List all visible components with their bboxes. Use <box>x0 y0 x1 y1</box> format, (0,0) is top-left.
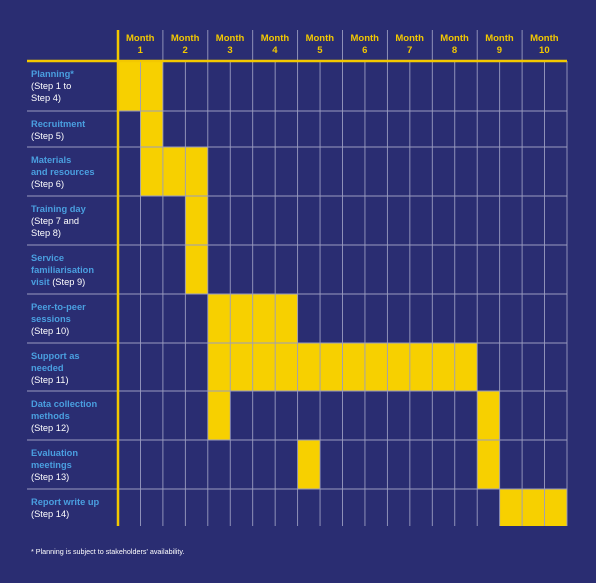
task-label: Service familiarisation visit (Step 9) <box>31 252 115 289</box>
month-label: Month 9 <box>477 33 522 57</box>
month-number: 1 <box>137 45 143 56</box>
task-name: meetings <box>31 460 72 471</box>
month-label-text: Month <box>215 33 245 44</box>
task-name: needed <box>31 363 64 374</box>
month-label-text: Month <box>126 33 155 44</box>
task-label: Report write up (Step 14) <box>31 496 115 520</box>
month-label: Month 6 <box>343 33 388 57</box>
task-name: visit <box>31 277 50 288</box>
task-name: familiarisation <box>31 265 95 276</box>
task-step: (Step 6) <box>31 179 65 190</box>
task-name: Peer-to-peer <box>31 302 86 312</box>
task-name: Recruitment <box>31 119 86 129</box>
task-name: and resources <box>31 167 95 178</box>
task-step: (Step 11) <box>31 375 69 386</box>
task-name: Report write up <box>31 497 100 507</box>
task-name: sessions <box>31 314 71 325</box>
task-step: Step 4) <box>31 93 61 104</box>
task-label: Data collection methods (Step 12) <box>31 398 115 435</box>
task-name: Support as <box>31 351 80 361</box>
task-name: Training day <box>31 204 86 214</box>
month-label-text: Month <box>485 33 514 44</box>
gantt-bar <box>477 391 500 440</box>
month-number: 9 <box>496 45 503 56</box>
month-number: 6 <box>362 45 368 56</box>
task-name: Planning* <box>31 69 74 79</box>
month-number: 4 <box>272 45 278 56</box>
task-label: Materials and resources (Step 6) <box>31 154 115 191</box>
task-label: Evaluation meetings (Step 13) <box>31 447 115 484</box>
month-label: Month 3 <box>208 33 253 57</box>
task-label: Training day (Step 7 and Step 8) <box>31 203 115 240</box>
month-label-text: Month <box>350 33 380 44</box>
task-step: (Step 7 and <box>31 216 80 227</box>
month-label-text: Month <box>530 33 559 44</box>
task-name: Materials <box>31 155 72 165</box>
task-step: (Step 9) <box>49 277 86 288</box>
task-label: Planning* (Step 1 to Step 4) <box>31 68 115 105</box>
gantt-bar <box>185 245 208 294</box>
month-number: 5 <box>317 45 323 56</box>
task-step: (Step 5) <box>31 131 65 142</box>
task-step: Step 8) <box>31 228 61 239</box>
month-label: Month 5 <box>298 33 343 57</box>
gantt-bar <box>477 440 500 489</box>
task-label: Recruitment (Step 5) <box>31 118 115 142</box>
month-label: Month 10 <box>522 33 567 57</box>
month-number: 3 <box>227 45 233 56</box>
month-label: Month 4 <box>253 33 298 57</box>
gantt-bar <box>297 440 321 489</box>
gantt-bar <box>140 147 208 196</box>
task-step: (Step 1 to <box>31 81 72 92</box>
month-label-text: Month <box>440 33 469 44</box>
task-label: Peer-to-peer sessions (Step 10) <box>31 301 115 338</box>
footnote: * Planning is subject to stakeholders' a… <box>31 547 185 556</box>
task-label: Support as needed (Step 11) <box>31 350 115 387</box>
task-step: (Step 14) <box>31 509 70 520</box>
month-label: Month 7 <box>387 33 432 57</box>
task-name: methods <box>31 411 70 422</box>
task-name: Evaluation <box>31 448 79 458</box>
gantt-bar <box>207 391 231 440</box>
month-number: 10 <box>539 45 550 56</box>
gantt-bar <box>140 111 163 147</box>
month-label-text: Month <box>260 33 290 44</box>
task-name: Service <box>31 253 65 263</box>
month-label-text: Month <box>170 33 200 44</box>
month-label-text: Month <box>305 33 335 44</box>
task-step: (Step 10) <box>31 326 70 337</box>
gantt-bar <box>185 196 208 245</box>
month-label: Month 1 <box>118 33 163 57</box>
month-label-text: Month <box>395 33 424 44</box>
task-name: Data collection <box>31 399 98 409</box>
month-number: 2 <box>182 45 188 56</box>
month-number: 7 <box>406 45 413 56</box>
month-label: Month 2 <box>163 33 208 57</box>
task-step: (Step 13) <box>31 472 70 483</box>
task-step: (Step 12) <box>31 423 70 434</box>
month-label: Month 8 <box>432 33 477 57</box>
gantt-bar <box>499 489 567 526</box>
month-number: 8 <box>451 45 458 56</box>
